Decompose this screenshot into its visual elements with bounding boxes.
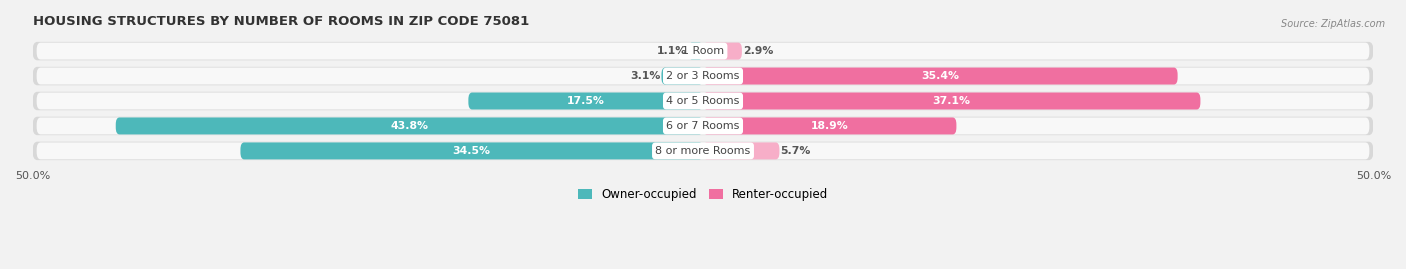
Text: 2 or 3 Rooms: 2 or 3 Rooms xyxy=(666,71,740,81)
FancyBboxPatch shape xyxy=(32,92,1374,110)
Text: 17.5%: 17.5% xyxy=(567,96,605,106)
FancyBboxPatch shape xyxy=(37,142,1369,160)
FancyBboxPatch shape xyxy=(32,142,1374,160)
Text: 3.1%: 3.1% xyxy=(630,71,661,81)
FancyBboxPatch shape xyxy=(37,93,1369,109)
Text: Source: ZipAtlas.com: Source: ZipAtlas.com xyxy=(1281,19,1385,29)
Text: HOUSING STRUCTURES BY NUMBER OF ROOMS IN ZIP CODE 75081: HOUSING STRUCTURES BY NUMBER OF ROOMS IN… xyxy=(32,15,529,28)
FancyBboxPatch shape xyxy=(32,117,1374,135)
Text: 34.5%: 34.5% xyxy=(453,146,491,156)
Text: 2.9%: 2.9% xyxy=(742,46,773,56)
FancyBboxPatch shape xyxy=(703,68,1178,84)
Legend: Owner-occupied, Renter-occupied: Owner-occupied, Renter-occupied xyxy=(572,183,834,206)
Text: 1.1%: 1.1% xyxy=(657,46,688,56)
Text: 18.9%: 18.9% xyxy=(811,121,849,131)
Text: 5.7%: 5.7% xyxy=(780,146,811,156)
FancyBboxPatch shape xyxy=(37,118,1369,134)
Text: 4 or 5 Rooms: 4 or 5 Rooms xyxy=(666,96,740,106)
FancyBboxPatch shape xyxy=(703,118,956,134)
FancyBboxPatch shape xyxy=(37,43,1369,59)
Text: 8 or more Rooms: 8 or more Rooms xyxy=(655,146,751,156)
FancyBboxPatch shape xyxy=(37,68,1369,84)
FancyBboxPatch shape xyxy=(703,142,779,160)
Text: 35.4%: 35.4% xyxy=(921,71,959,81)
FancyBboxPatch shape xyxy=(115,118,703,134)
Text: 37.1%: 37.1% xyxy=(932,96,970,106)
FancyBboxPatch shape xyxy=(32,67,1374,85)
FancyBboxPatch shape xyxy=(32,42,1374,60)
Text: 43.8%: 43.8% xyxy=(391,121,429,131)
Text: 1 Room: 1 Room xyxy=(682,46,724,56)
Text: 6 or 7 Rooms: 6 or 7 Rooms xyxy=(666,121,740,131)
FancyBboxPatch shape xyxy=(661,68,703,84)
FancyBboxPatch shape xyxy=(703,93,1201,109)
FancyBboxPatch shape xyxy=(468,93,703,109)
FancyBboxPatch shape xyxy=(703,43,742,59)
FancyBboxPatch shape xyxy=(689,43,703,59)
FancyBboxPatch shape xyxy=(240,142,703,160)
